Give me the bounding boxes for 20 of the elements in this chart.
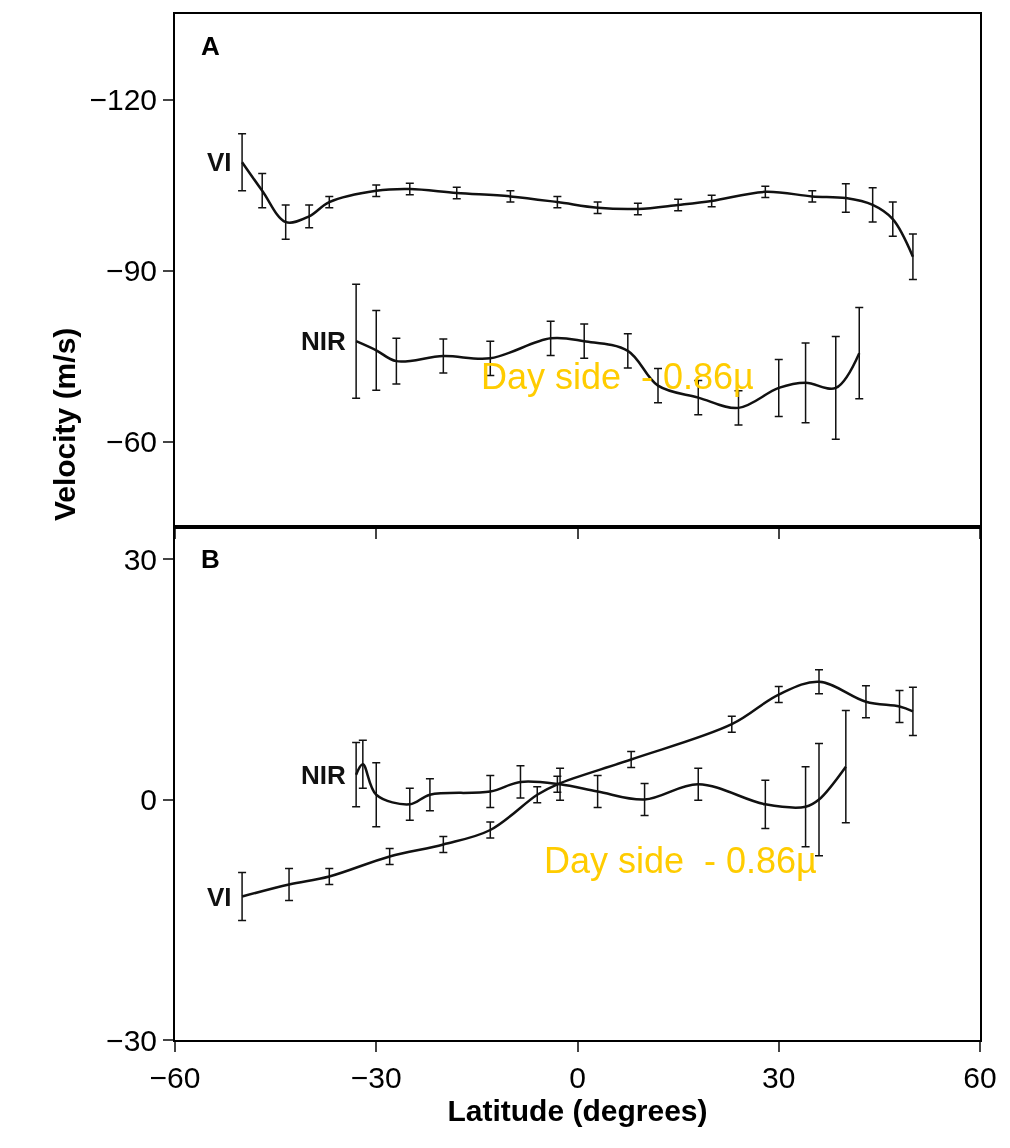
series-label: NIR bbox=[301, 326, 346, 356]
series-label: VI bbox=[207, 882, 232, 912]
x-tick-label: −30 bbox=[350, 1061, 402, 1094]
y-tick-label: 30 bbox=[123, 542, 157, 576]
x-tick-label: 30 bbox=[762, 1061, 796, 1094]
x-tick-label: 60 bbox=[963, 1061, 997, 1094]
y-tick-label: −90 bbox=[106, 254, 157, 287]
series-label: VI bbox=[207, 147, 232, 177]
annotation: Day side - 0.86µ bbox=[544, 840, 817, 881]
y-axis-title: Velocity (m/s) bbox=[48, 327, 82, 522]
y-tick-label: −60 bbox=[106, 425, 157, 458]
text: B bbox=[201, 544, 220, 574]
x-axis-title: Latitude (degrees) bbox=[447, 1094, 708, 1127]
x-tick-label: 0 bbox=[569, 1061, 586, 1094]
x-tick-label: −60 bbox=[149, 1061, 201, 1094]
y-tick-label: −120 bbox=[89, 83, 157, 116]
y-tick-label: 0 bbox=[140, 783, 157, 817]
y-tick-label: −30 bbox=[106, 1023, 157, 1057]
text: A bbox=[201, 31, 220, 61]
series-label: NIR bbox=[301, 760, 346, 790]
